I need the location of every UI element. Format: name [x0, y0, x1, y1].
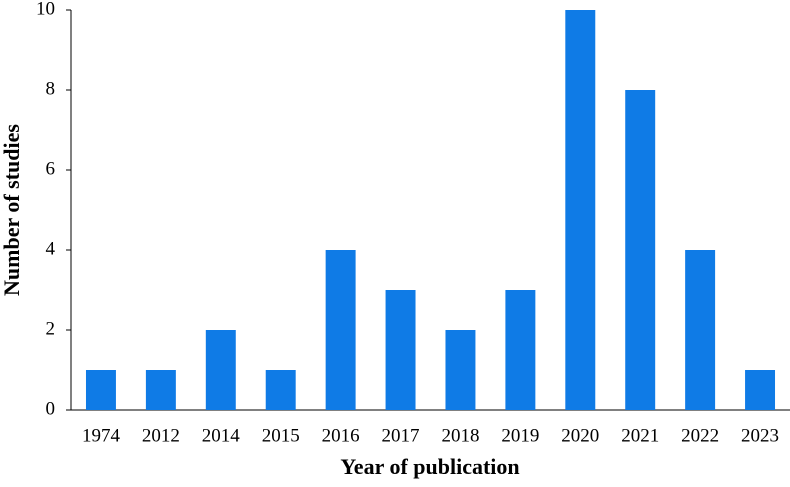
bar [325, 250, 356, 410]
x-tick-label: 1974 [82, 425, 121, 446]
x-tick-label: 2017 [382, 425, 420, 446]
bar [205, 330, 236, 410]
x-tick-label: 2023 [741, 425, 779, 446]
x-tick-label: 2015 [262, 425, 300, 446]
x-tick-label: 2021 [621, 425, 659, 446]
x-tick-label: 2022 [681, 425, 719, 446]
x-tick-label: 2020 [561, 425, 599, 446]
y-tick-label: 2 [46, 318, 56, 339]
bar [745, 370, 776, 410]
x-tick-label: 2019 [501, 425, 539, 446]
y-tick-label: 8 [46, 78, 56, 99]
x-tick-label: 2016 [322, 425, 360, 446]
bar [445, 330, 476, 410]
x-axis-title: Year of publication [340, 454, 519, 479]
x-tick-label: 2014 [202, 425, 241, 446]
bar [385, 290, 416, 410]
bar [565, 10, 596, 410]
x-tick-label: 2012 [142, 425, 180, 446]
bar [685, 250, 716, 410]
x-tick-label: 2018 [441, 425, 479, 446]
y-tick-label: 0 [46, 398, 56, 419]
y-tick-label: 6 [46, 158, 56, 179]
bar [625, 90, 656, 410]
bar [265, 370, 296, 410]
bar [505, 290, 536, 410]
y-axis-title: Number of studies [0, 124, 24, 296]
y-tick-label: 10 [36, 0, 55, 19]
y-tick-label: 4 [46, 238, 56, 259]
bar [85, 370, 116, 410]
bar [145, 370, 176, 410]
